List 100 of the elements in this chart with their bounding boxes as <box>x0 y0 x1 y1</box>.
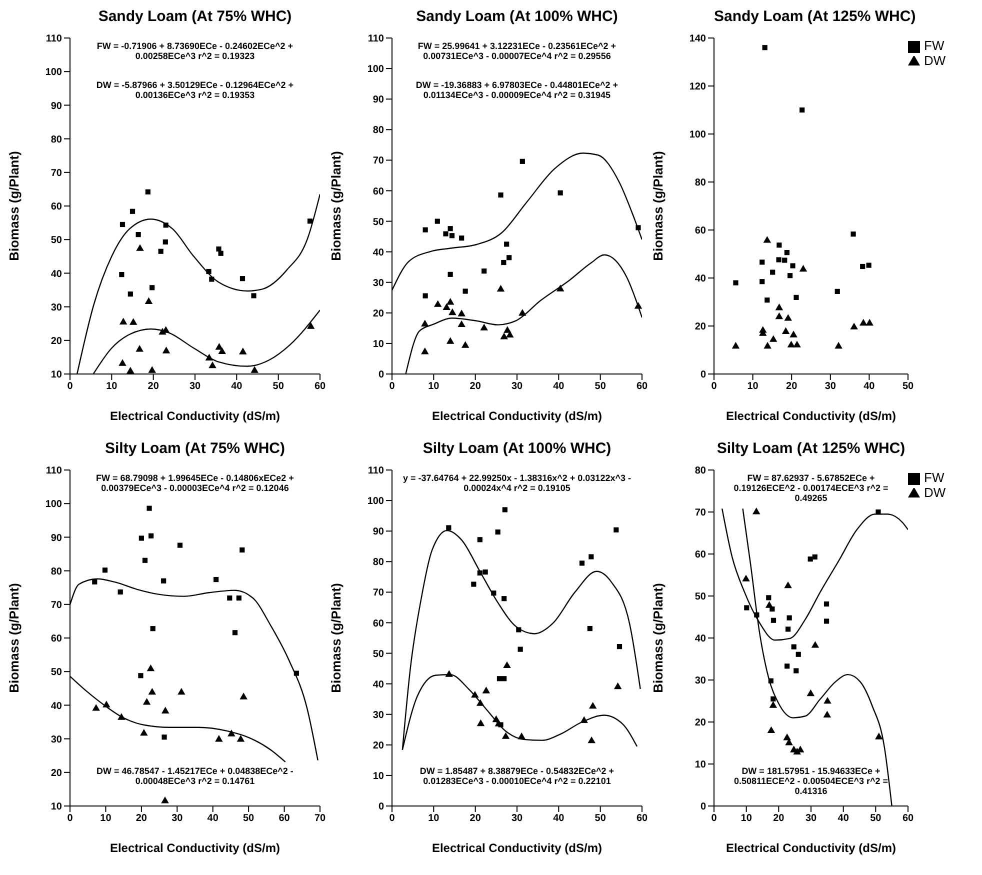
point <box>770 270 776 275</box>
point <box>227 595 232 601</box>
point <box>162 239 168 244</box>
y-tick-label: 60 <box>50 202 62 213</box>
y-tick-label: 110 <box>368 466 384 477</box>
point <box>850 232 856 237</box>
y-tick-label: 40 <box>372 247 384 258</box>
annotation: DW = 1.85487 + 8.38879ECe - 0.54832ECe^2 + 0.01283ECe^3 - 0.00010ECe^4 r^2 = 0.22101 <box>418 766 616 786</box>
y-tick-label: 30 <box>50 302 62 314</box>
point <box>491 590 496 596</box>
chart-title: Silty Loam (At 125% WHC) <box>716 440 906 459</box>
point <box>118 589 123 595</box>
point <box>215 735 223 742</box>
x-tick-label: 20 <box>470 813 482 824</box>
point <box>765 601 774 608</box>
y-tick-label: 80 <box>694 178 706 189</box>
point <box>504 242 510 247</box>
x-tick-label: 20 <box>773 813 785 824</box>
y-tick-label: 70 <box>372 588 384 599</box>
point <box>769 335 778 342</box>
point <box>480 324 488 330</box>
point <box>161 706 170 714</box>
point <box>588 702 597 709</box>
point <box>824 618 830 624</box>
point <box>760 279 765 284</box>
chart-title: Silty Loam (At 75% WHC) <box>104 440 286 459</box>
point <box>118 713 126 720</box>
y-tick-label: 20 <box>372 740 384 752</box>
x-axis-title: Electrical Conductivity (dS/m) <box>432 841 602 855</box>
point <box>860 264 866 270</box>
point <box>506 255 512 260</box>
x-tick-label: 0 <box>67 381 74 392</box>
x-tick-label: 50 <box>594 813 606 824</box>
point <box>588 554 594 560</box>
point <box>500 332 508 340</box>
point <box>294 670 299 676</box>
y-tick-label: 10 <box>372 339 384 350</box>
point <box>458 310 466 316</box>
y-tick-label: 90 <box>50 100 62 112</box>
point <box>148 533 154 538</box>
point <box>458 320 466 328</box>
point <box>784 314 792 321</box>
point <box>471 690 479 698</box>
point <box>616 644 622 650</box>
point <box>240 692 248 700</box>
point <box>228 730 236 736</box>
point <box>459 236 464 241</box>
point <box>866 318 874 326</box>
point <box>776 257 782 262</box>
x-axis-title: Electrical Conductivity (dS/m) <box>110 409 280 423</box>
x-tick-label: 40 <box>553 813 565 824</box>
x-tick-label: 30 <box>511 813 523 824</box>
point <box>787 340 796 348</box>
y-tick-label: 0 <box>700 802 706 813</box>
point <box>866 262 872 268</box>
point <box>128 291 133 297</box>
y-tick-label: 120 <box>689 82 706 93</box>
point <box>140 728 148 736</box>
point <box>482 569 488 575</box>
y-tick-label: 110 <box>46 34 62 45</box>
point <box>823 710 832 718</box>
y-axis-title: Biomass (g/Plant) <box>650 583 666 693</box>
x-tick-label: 60 <box>636 813 648 824</box>
point <box>518 646 523 652</box>
y-axis-title: Biomass (g/Plant) <box>328 583 344 693</box>
point <box>587 626 592 632</box>
point <box>784 664 790 669</box>
x-tick-label: 30 <box>511 381 523 392</box>
point <box>461 341 470 348</box>
legend-label: DW <box>924 485 946 500</box>
y-tick-label: 80 <box>694 466 706 477</box>
y-tick-label: 100 <box>45 67 62 78</box>
y-tick-label: 20 <box>50 336 62 347</box>
x-tick-label: 50 <box>902 381 914 392</box>
point <box>790 263 796 268</box>
point <box>834 288 840 294</box>
point <box>251 293 256 298</box>
point <box>446 298 454 305</box>
point <box>306 322 315 329</box>
point <box>120 222 126 228</box>
point <box>209 276 214 282</box>
point <box>498 192 504 198</box>
x-tick-label: 40 <box>864 381 876 392</box>
y-tick-label: 60 <box>50 634 62 645</box>
point <box>142 558 148 563</box>
y-axis-title: Biomass (g/Plant) <box>328 151 344 261</box>
point <box>102 568 108 573</box>
y-tick-label: 20 <box>50 768 62 779</box>
point <box>214 576 219 582</box>
chart-title: Sandy Loam (At 100% WHC) <box>415 8 619 27</box>
y-tick-label: 70 <box>694 508 706 519</box>
point <box>786 615 792 620</box>
point <box>443 231 448 236</box>
x-tick-label: 10 <box>740 813 752 824</box>
point <box>449 233 455 238</box>
point <box>614 527 619 532</box>
point <box>794 668 799 674</box>
point <box>421 320 429 326</box>
x-tick-label: 10 <box>428 381 440 392</box>
point <box>754 612 760 618</box>
